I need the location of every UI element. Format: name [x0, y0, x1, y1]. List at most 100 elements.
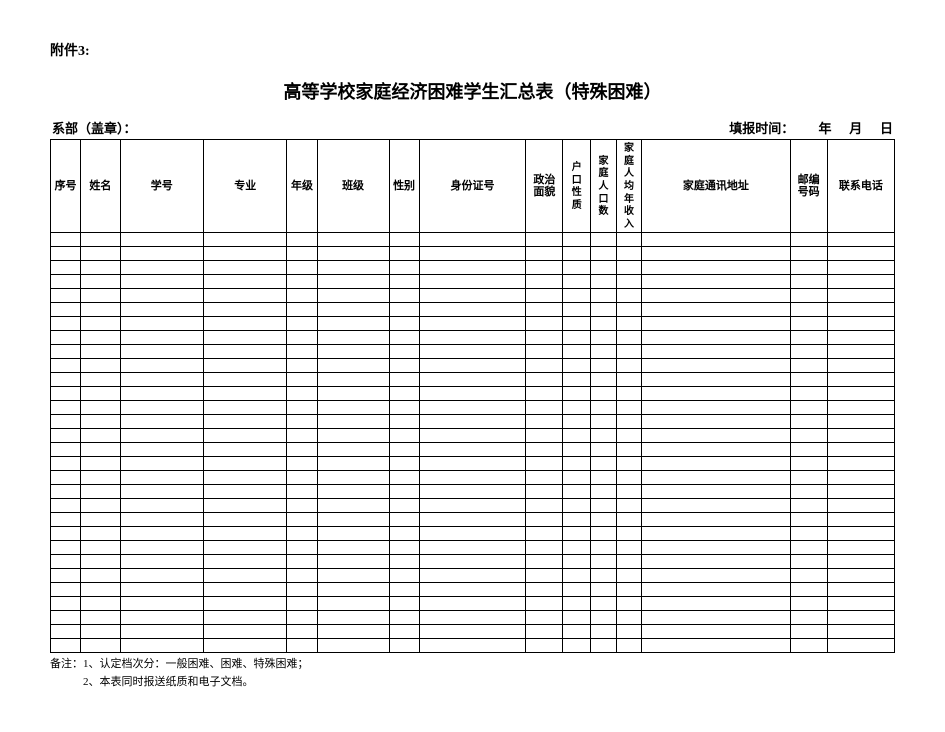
- table-cell: [526, 443, 563, 457]
- table-cell: [790, 639, 827, 653]
- table-cell: [204, 541, 287, 555]
- table-cell: [642, 639, 790, 653]
- table-cell: [287, 611, 317, 625]
- table-cell: [389, 261, 419, 275]
- table-cell: [790, 513, 827, 527]
- table-cell: [616, 359, 642, 373]
- table-cell: [642, 597, 790, 611]
- table-cell: [389, 387, 419, 401]
- table-cell: [591, 583, 617, 597]
- table-cell: [419, 401, 526, 415]
- table-cell: [642, 555, 790, 569]
- table-cell: [526, 247, 563, 261]
- table-cell: [616, 569, 642, 583]
- table-cell: [317, 331, 389, 345]
- table-cell: [419, 289, 526, 303]
- table-cell: [616, 317, 642, 331]
- table-cell: [790, 471, 827, 485]
- table-cell: [616, 233, 642, 247]
- table-row: [51, 331, 895, 345]
- table-row: [51, 555, 895, 569]
- table-cell: [419, 345, 526, 359]
- table-cell: [642, 289, 790, 303]
- table-cell: [51, 457, 81, 471]
- table-cell: [526, 289, 563, 303]
- table-cell: [563, 247, 591, 261]
- table-cell: [827, 387, 894, 401]
- table-cell: [81, 317, 120, 331]
- table-cell: [51, 359, 81, 373]
- fill-date-day-unit: 日: [880, 118, 893, 137]
- table-cell: [51, 555, 81, 569]
- table-cell: [790, 331, 827, 345]
- table-cell: [317, 527, 389, 541]
- table-cell: [287, 429, 317, 443]
- table-row: [51, 387, 895, 401]
- table-cell: [591, 387, 617, 401]
- table-cell: [120, 429, 203, 443]
- table-cell: [419, 247, 526, 261]
- table-cell: [419, 527, 526, 541]
- table-cell: [591, 625, 617, 639]
- table-cell: [526, 401, 563, 415]
- table-cell: [51, 345, 81, 359]
- table-cell: [317, 261, 389, 275]
- table-cell: [317, 485, 389, 499]
- table-cell: [790, 373, 827, 387]
- table-cell: [591, 289, 617, 303]
- table-cell: [51, 415, 81, 429]
- table-cell: [389, 555, 419, 569]
- table-cell: [642, 247, 790, 261]
- table-cell: [419, 639, 526, 653]
- table-cell: [120, 289, 203, 303]
- table-row: [51, 345, 895, 359]
- table-cell: [419, 471, 526, 485]
- table-cell: [616, 485, 642, 499]
- fill-date-month: [835, 118, 845, 137]
- table-cell: [204, 625, 287, 639]
- table-row: [51, 611, 895, 625]
- table-cell: [51, 625, 81, 639]
- table-cell: [389, 597, 419, 611]
- table-cell: [287, 583, 317, 597]
- table-cell: [204, 583, 287, 597]
- table-cell: [51, 289, 81, 303]
- table-cell: [287, 345, 317, 359]
- table-cell: [563, 317, 591, 331]
- table-row: [51, 485, 895, 499]
- table-cell: [827, 443, 894, 457]
- table-cell: [563, 387, 591, 401]
- table-cell: [790, 625, 827, 639]
- table-cell: [526, 583, 563, 597]
- table-cell: [204, 457, 287, 471]
- table-cell: [204, 429, 287, 443]
- table-cell: [120, 275, 203, 289]
- table-cell: [419, 499, 526, 513]
- table-header-row: 序号姓名学号专业年级班级性别身份证号政治 面貌户 口 性 质家 庭 人 口 数家…: [51, 140, 895, 233]
- table-row: [51, 275, 895, 289]
- fill-date-label: 填报时间：: [729, 118, 794, 137]
- table-cell: [120, 317, 203, 331]
- table-cell: [419, 597, 526, 611]
- table-cell: [526, 569, 563, 583]
- column-header: 邮编 号码: [790, 140, 827, 233]
- table-cell: [120, 387, 203, 401]
- table-cell: [204, 289, 287, 303]
- table-cell: [51, 387, 81, 401]
- table-cell: [616, 471, 642, 485]
- table-cell: [81, 513, 120, 527]
- table-cell: [563, 555, 591, 569]
- table-cell: [317, 555, 389, 569]
- table-cell: [81, 359, 120, 373]
- table-cell: [389, 485, 419, 499]
- table-row: [51, 569, 895, 583]
- table-cell: [81, 457, 120, 471]
- column-header: 序号: [51, 140, 81, 233]
- table-cell: [204, 555, 287, 569]
- table-cell: [642, 485, 790, 499]
- table-cell: [120, 485, 203, 499]
- table-cell: [204, 597, 287, 611]
- table-cell: [526, 317, 563, 331]
- table-cell: [81, 247, 120, 261]
- table-cell: [526, 359, 563, 373]
